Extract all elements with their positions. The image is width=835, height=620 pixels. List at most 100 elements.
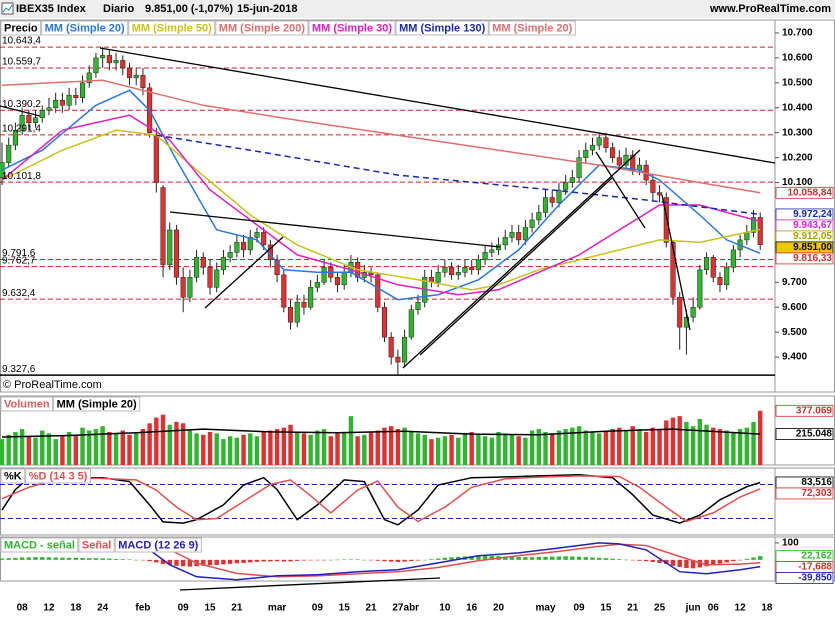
candle-body bbox=[381, 306, 388, 338]
y-tick-label: 10.500 bbox=[782, 77, 813, 88]
candle-body bbox=[455, 272, 461, 276]
value-box bbox=[775, 487, 834, 500]
candle-body bbox=[536, 212, 542, 221]
volume-bar bbox=[134, 431, 139, 465]
indicator-line bbox=[1, 79, 761, 194]
candle-body bbox=[402, 336, 408, 363]
candle-body bbox=[690, 306, 696, 318]
legend-box bbox=[128, 20, 216, 36]
histogram-bar bbox=[415, 559, 421, 561]
candle-body bbox=[234, 242, 240, 253]
volume-bar bbox=[657, 429, 662, 465]
histogram-bar bbox=[113, 558, 119, 560]
volume-bar bbox=[13, 431, 18, 465]
legend-box bbox=[0, 396, 54, 412]
legend-box bbox=[0, 20, 42, 36]
plot-area bbox=[0, 46, 775, 376]
volume-bar bbox=[690, 426, 696, 465]
volume-bar bbox=[60, 436, 65, 465]
candle-body bbox=[214, 269, 220, 288]
volume-bar bbox=[362, 434, 367, 465]
value-box-label: 10.058,84 bbox=[788, 187, 833, 198]
histogram-bar bbox=[409, 559, 414, 562]
volume-bar bbox=[731, 431, 736, 465]
histogram-bar bbox=[0, 558, 5, 560]
volume-bar bbox=[66, 431, 72, 465]
histogram-bar bbox=[362, 559, 367, 561]
candle-body bbox=[247, 237, 253, 251]
legend-item: MM (Simple 200) bbox=[219, 22, 306, 34]
level-label: 10.559,7 bbox=[2, 57, 41, 68]
candle-body bbox=[563, 182, 569, 191]
x-tick-label: abr bbox=[404, 603, 420, 614]
histogram-bar bbox=[690, 559, 696, 569]
header-bar bbox=[0, 0, 835, 18]
histogram-bar bbox=[66, 557, 72, 560]
legend-box bbox=[0, 468, 26, 484]
legend-item: Volumen bbox=[4, 398, 50, 410]
last-price: 9.851,00 (-1,07%) bbox=[145, 3, 233, 15]
volume-bar bbox=[576, 426, 582, 465]
candle-body bbox=[140, 75, 146, 89]
volume-bar bbox=[724, 430, 729, 465]
histogram-bar bbox=[670, 559, 676, 566]
histogram-bar bbox=[516, 556, 521, 560]
candle-body bbox=[744, 232, 750, 241]
volume-bar bbox=[563, 429, 568, 465]
candle-body bbox=[6, 144, 12, 163]
histogram-bar bbox=[288, 559, 293, 562]
volume-bar bbox=[469, 431, 474, 465]
histogram-bar bbox=[134, 559, 139, 561]
trendline bbox=[179, 577, 441, 591]
histogram-bar bbox=[382, 559, 387, 562]
candle-body bbox=[589, 144, 596, 151]
indicator-line bbox=[1, 129, 761, 291]
x-tick-label: 15 bbox=[600, 603, 612, 614]
legend-item: MM (Simple 20) bbox=[492, 22, 572, 34]
histogram-bar bbox=[174, 559, 179, 566]
candle-body bbox=[33, 117, 39, 123]
candle-body bbox=[106, 55, 112, 64]
histogram-bar bbox=[677, 559, 682, 567]
histogram-bar bbox=[469, 556, 474, 560]
histogram-bar bbox=[596, 557, 602, 560]
volume-bar bbox=[556, 430, 562, 465]
volume-bar bbox=[46, 433, 52, 465]
volume-bar bbox=[409, 431, 414, 465]
volume-bar bbox=[650, 427, 656, 465]
volume-bar bbox=[456, 437, 461, 465]
histogram-bar bbox=[590, 557, 595, 560]
histogram-bar bbox=[53, 557, 58, 560]
x-tick-label: 24 bbox=[97, 603, 109, 614]
volume-bar bbox=[382, 427, 387, 465]
candle-body bbox=[610, 147, 616, 158]
indicator-line bbox=[1, 475, 761, 523]
volume-bar bbox=[717, 429, 723, 465]
volume-bar bbox=[590, 431, 595, 465]
x-tick-label: 21 bbox=[365, 603, 377, 614]
histogram-bar bbox=[46, 557, 52, 560]
volume-bar bbox=[154, 417, 159, 465]
candle-body bbox=[294, 301, 300, 323]
histogram-bar bbox=[637, 559, 642, 561]
volume-bar bbox=[388, 426, 394, 465]
trendline bbox=[169, 211, 501, 248]
histogram-bar bbox=[442, 557, 448, 560]
level-label: 10.643,4 bbox=[2, 36, 41, 47]
histogram-bar bbox=[120, 559, 125, 560]
candle-body bbox=[442, 267, 448, 273]
candle-body bbox=[281, 274, 287, 308]
legend-box bbox=[25, 468, 91, 484]
histogram-bar bbox=[221, 559, 226, 565]
candle-body bbox=[287, 306, 294, 323]
legend-item: Precio bbox=[4, 22, 38, 34]
histogram-bar bbox=[650, 559, 656, 562]
x-tick-label: 12 bbox=[735, 603, 747, 614]
volume-bar bbox=[194, 433, 199, 465]
histogram-bar bbox=[603, 558, 609, 560]
candle-body bbox=[113, 60, 119, 64]
candle-body bbox=[596, 137, 602, 146]
volume-bar bbox=[476, 434, 481, 465]
volume-bar bbox=[315, 430, 320, 465]
histogram-bar bbox=[529, 557, 535, 560]
